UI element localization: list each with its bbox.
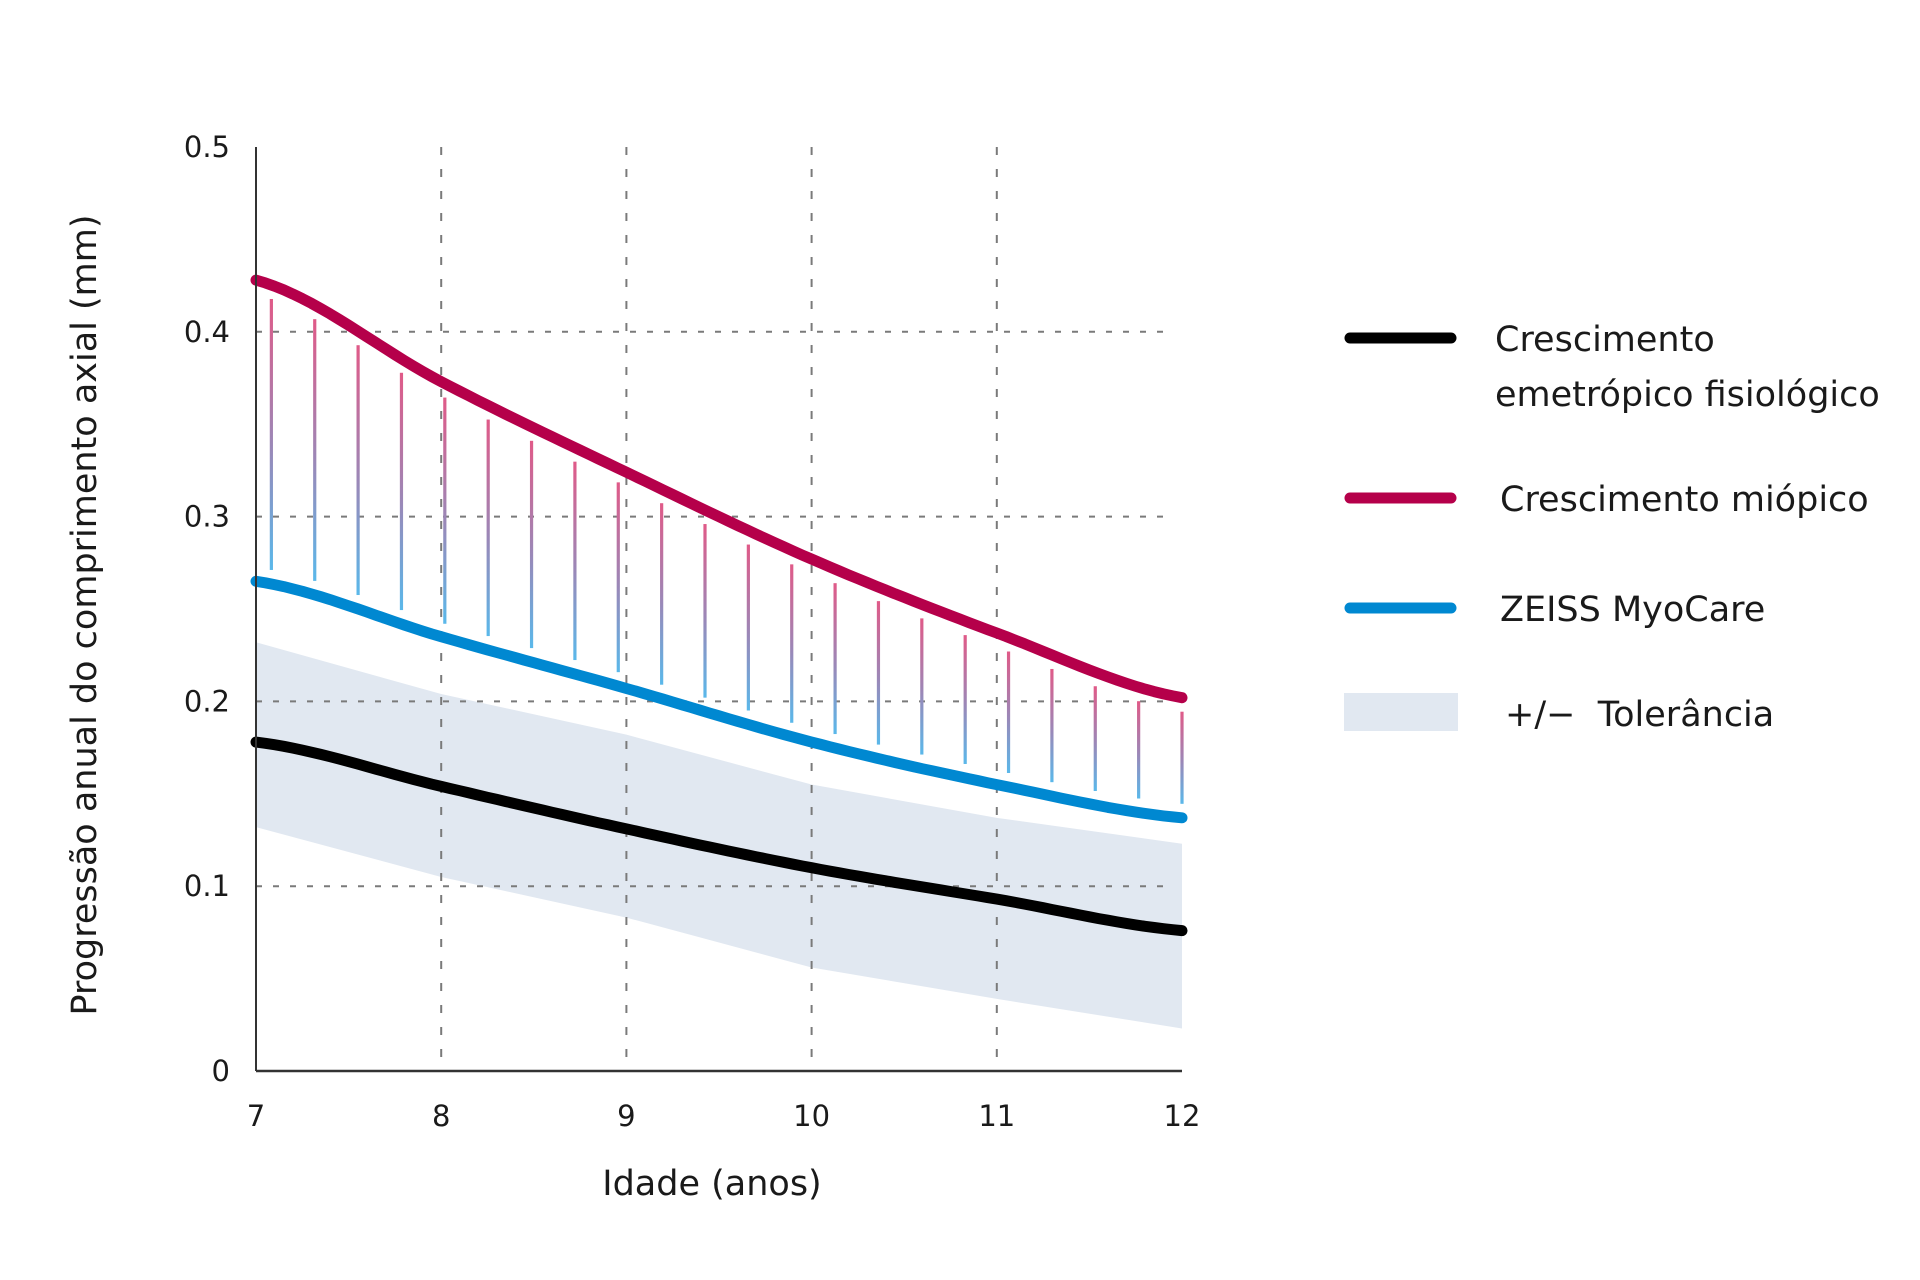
series-line-crescimento-emetropico-fisiologico [250,736,1188,937]
hatch-line [920,618,924,755]
hatch-line [833,583,837,735]
x-tick-label: 7 [247,1099,265,1133]
hatch-line [790,564,794,723]
hatch-line [1006,651,1011,773]
y-tick-label: 0.1 [184,869,230,903]
x-tick-label: 9 [617,1099,635,1133]
hatch-line [1093,686,1097,791]
series-lines [250,274,1188,937]
x-tick-label: 12 [1164,1099,1201,1133]
hatch-line [746,544,750,711]
legend-item: +/− Tolerância [1344,693,1774,735]
x-tick-label: 10 [793,1099,830,1133]
y-tick-labels: 0 0.1 0.2 0.3 0.4 0.5 [184,130,230,1088]
tolerance-band [256,642,1182,1029]
legend-label: emetrópico fisiológico [1495,375,1880,415]
hatch-line [963,635,967,764]
x-tick-labels: 7 8 9 10 11 12 [247,1099,1201,1133]
y-axis-title: Progressão anual do comprimento axial (m… [65,214,105,1015]
series-line-crescimento-miopico [250,274,1188,704]
hatch-lines [269,298,1184,804]
tolerance-band-layer [256,642,1182,1029]
hatch-line [269,298,273,570]
x-tick-label: 8 [432,1099,450,1133]
legend-item: Crescimento emetrópico fisiológico [1344,320,1880,415]
x-tick-label: 11 [978,1099,1015,1133]
legend-label: Crescimento miópico [1500,480,1869,520]
legend-item: Crescimento miópico [1344,480,1869,520]
hatch-line [399,372,404,611]
hatch-line [703,524,707,698]
series-line-zeiss-myocare [250,575,1188,824]
legend-label: +/− Tolerância [1505,695,1774,735]
axes [255,147,1182,1073]
hatch-line [876,601,881,745]
hatch-line [356,345,360,596]
y-tick-label: 0.3 [184,500,230,534]
gridlines [256,147,1172,1071]
legend-label: ZEISS MyoCare [1500,590,1765,630]
y-tick-label: 0.4 [184,315,230,349]
x-axis-title: Idade (anos) [602,1164,821,1204]
legend-item: ZEISS MyoCare [1344,590,1765,630]
hatch-line [1137,701,1141,799]
y-tick-label: 0.2 [184,684,230,718]
hatch-line [660,503,664,685]
hatch-line [529,440,534,649]
hatch-line [486,419,490,637]
hatch-line [443,397,447,624]
hatch-line [313,319,317,581]
hatch-line [573,461,577,661]
hatch-line [616,482,620,673]
legend-label: Crescimento [1495,320,1715,360]
y-tick-label: 0 [212,1054,230,1088]
legend-swatch [1344,693,1458,731]
hatch-line [1180,711,1184,804]
y-tick-label: 0.5 [184,130,230,164]
hatch-line [1050,668,1054,783]
